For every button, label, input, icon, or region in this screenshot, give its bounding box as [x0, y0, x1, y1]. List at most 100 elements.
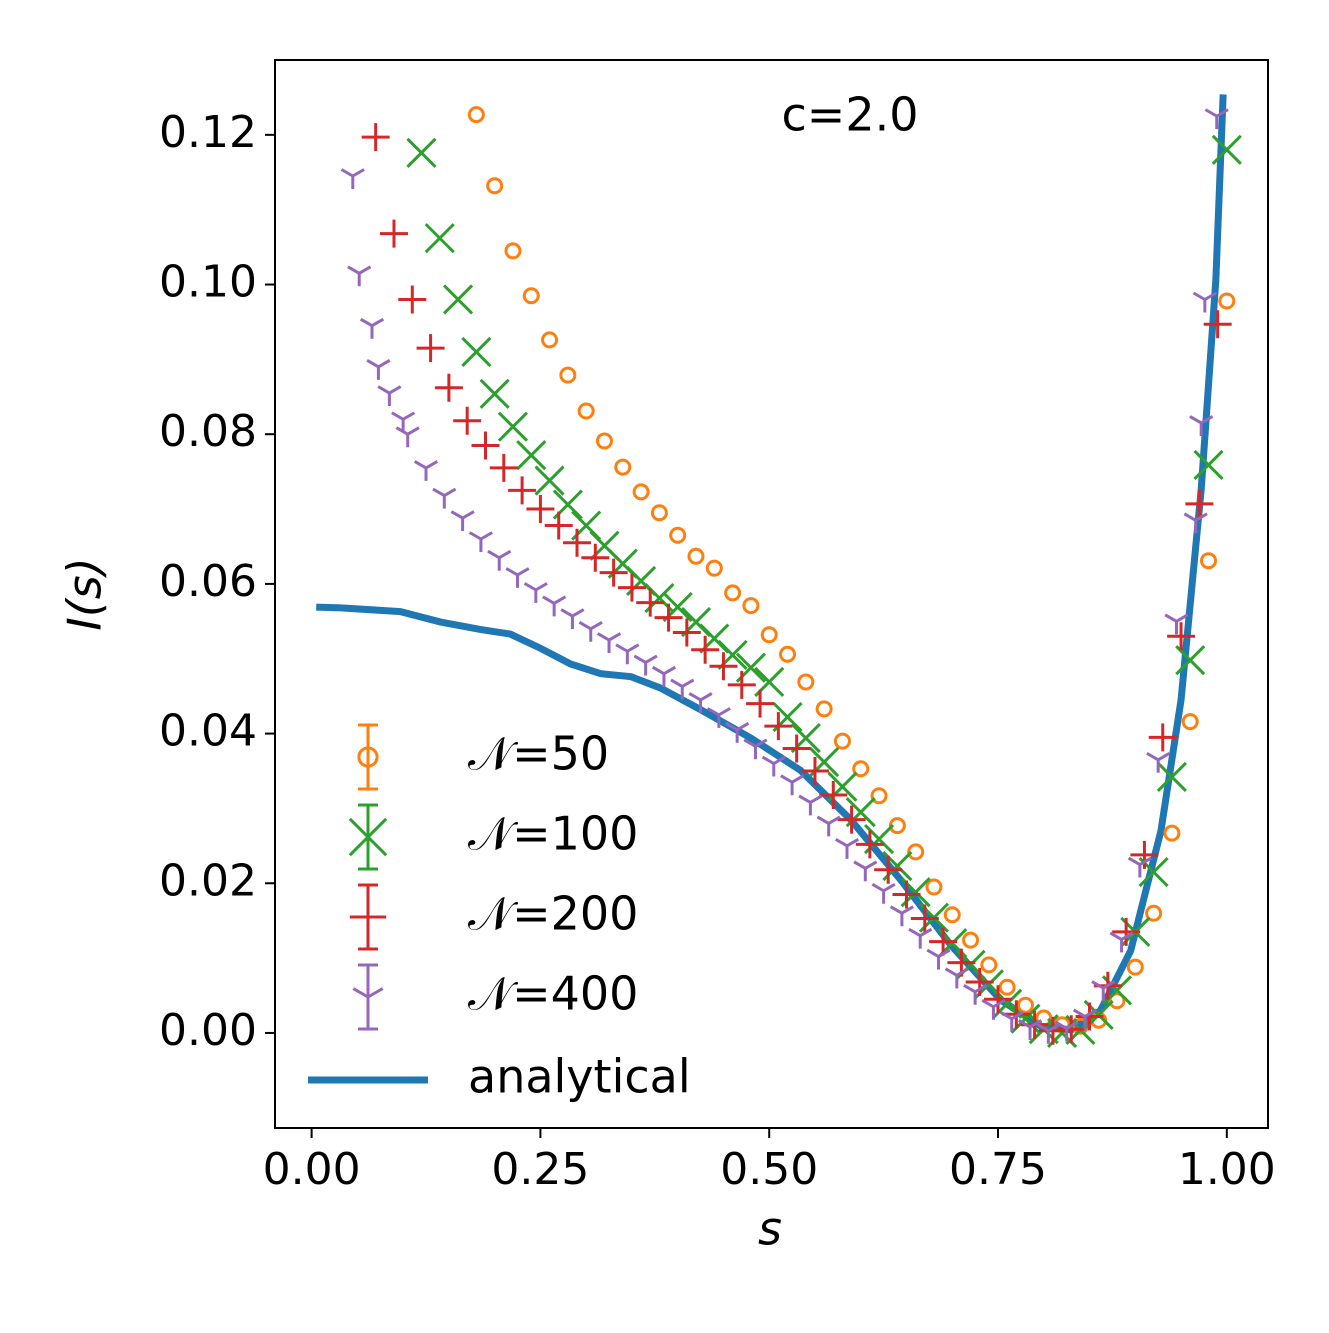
marker	[944, 967, 969, 989]
marker	[705, 559, 723, 577]
marker	[833, 732, 851, 750]
y-tick-label: 0.12	[159, 107, 257, 158]
marker	[1057, 1015, 1086, 1044]
marker	[798, 794, 823, 816]
marker	[1002, 1000, 1031, 1029]
marker	[559, 366, 577, 384]
marker	[544, 511, 573, 540]
marker	[742, 597, 760, 615]
marker	[471, 431, 500, 460]
marker	[508, 476, 537, 505]
x-tick-label: 1.00	[1178, 1144, 1276, 1195]
marker	[578, 621, 603, 642]
marker	[1204, 108, 1229, 130]
marker	[871, 882, 896, 904]
marker	[1112, 917, 1141, 946]
marker	[352, 987, 384, 1014]
marker	[526, 495, 555, 524]
marker	[889, 905, 914, 927]
x-tick-label: 0.25	[491, 1144, 589, 1195]
marker	[691, 635, 720, 664]
marker	[1211, 134, 1242, 165]
marker	[743, 738, 768, 760]
marker	[633, 654, 658, 676]
marker	[963, 983, 988, 1005]
marker	[870, 787, 888, 805]
marker	[406, 137, 437, 168]
y-tick-label: 0.10	[159, 257, 257, 308]
marker	[599, 558, 628, 587]
marker	[577, 402, 595, 420]
marker	[504, 242, 522, 260]
marker	[724, 584, 742, 602]
marker	[1126, 958, 1144, 976]
legend-label: analytical	[468, 1050, 691, 1104]
marker	[1193, 449, 1224, 480]
marker	[366, 359, 391, 380]
marker	[442, 284, 474, 315]
marker	[853, 860, 878, 882]
marker	[1130, 840, 1159, 869]
axes-frame	[274, 59, 1269, 1129]
marker	[1164, 613, 1189, 635]
marker	[815, 700, 833, 718]
marker	[560, 608, 585, 630]
marker	[1036, 1022, 1061, 1044]
marker	[542, 595, 567, 617]
marker	[837, 805, 866, 834]
marker	[651, 665, 677, 687]
x-axis-label: s	[758, 1202, 782, 1256]
marker	[479, 378, 510, 409]
marker	[1108, 992, 1126, 1010]
marker	[541, 331, 559, 349]
legend: 𝒩=50 𝒩=100 𝒩=200 𝒩=400 analytical	[308, 723, 691, 1104]
marker	[615, 643, 640, 665]
marker	[727, 670, 756, 699]
marker	[669, 526, 687, 544]
marker	[797, 673, 815, 691]
marker	[908, 927, 933, 949]
marker	[487, 549, 512, 571]
marker	[497, 411, 529, 442]
marker	[617, 573, 646, 602]
marker	[486, 177, 504, 195]
marker	[434, 373, 463, 402]
marker	[581, 543, 610, 572]
marker	[1167, 622, 1196, 651]
x-tick-label: 0.75	[949, 1144, 1047, 1195]
annotation: c=2.0	[782, 88, 919, 142]
marker	[670, 678, 695, 700]
marker	[1145, 904, 1163, 922]
marker	[782, 734, 811, 763]
marker	[725, 722, 750, 743]
marker	[453, 406, 482, 435]
marker	[999, 1010, 1024, 1032]
marker	[962, 931, 980, 949]
marker	[1146, 751, 1171, 773]
marker	[907, 843, 925, 861]
marker	[1075, 1002, 1104, 1031]
marker	[1185, 489, 1214, 518]
marker	[398, 285, 427, 314]
x-tick-label: 0.50	[720, 1144, 818, 1195]
marker	[450, 510, 475, 532]
marker	[1109, 931, 1134, 953]
marker	[654, 603, 683, 632]
marker	[800, 757, 829, 786]
marker	[650, 504, 668, 522]
marker	[1148, 723, 1177, 752]
marker	[636, 588, 665, 617]
marker	[943, 906, 961, 924]
marker	[780, 774, 805, 796]
marker	[523, 582, 548, 603]
legend-label: 𝒩=200	[468, 887, 638, 941]
marker	[1183, 512, 1208, 534]
marker	[614, 458, 632, 476]
marker	[925, 878, 943, 896]
marker	[1054, 1020, 1079, 1042]
marker	[746, 689, 775, 718]
y-tick-label: 0.02	[159, 855, 257, 906]
marker	[764, 712, 793, 741]
marker	[709, 652, 738, 681]
marker	[981, 998, 1006, 1020]
